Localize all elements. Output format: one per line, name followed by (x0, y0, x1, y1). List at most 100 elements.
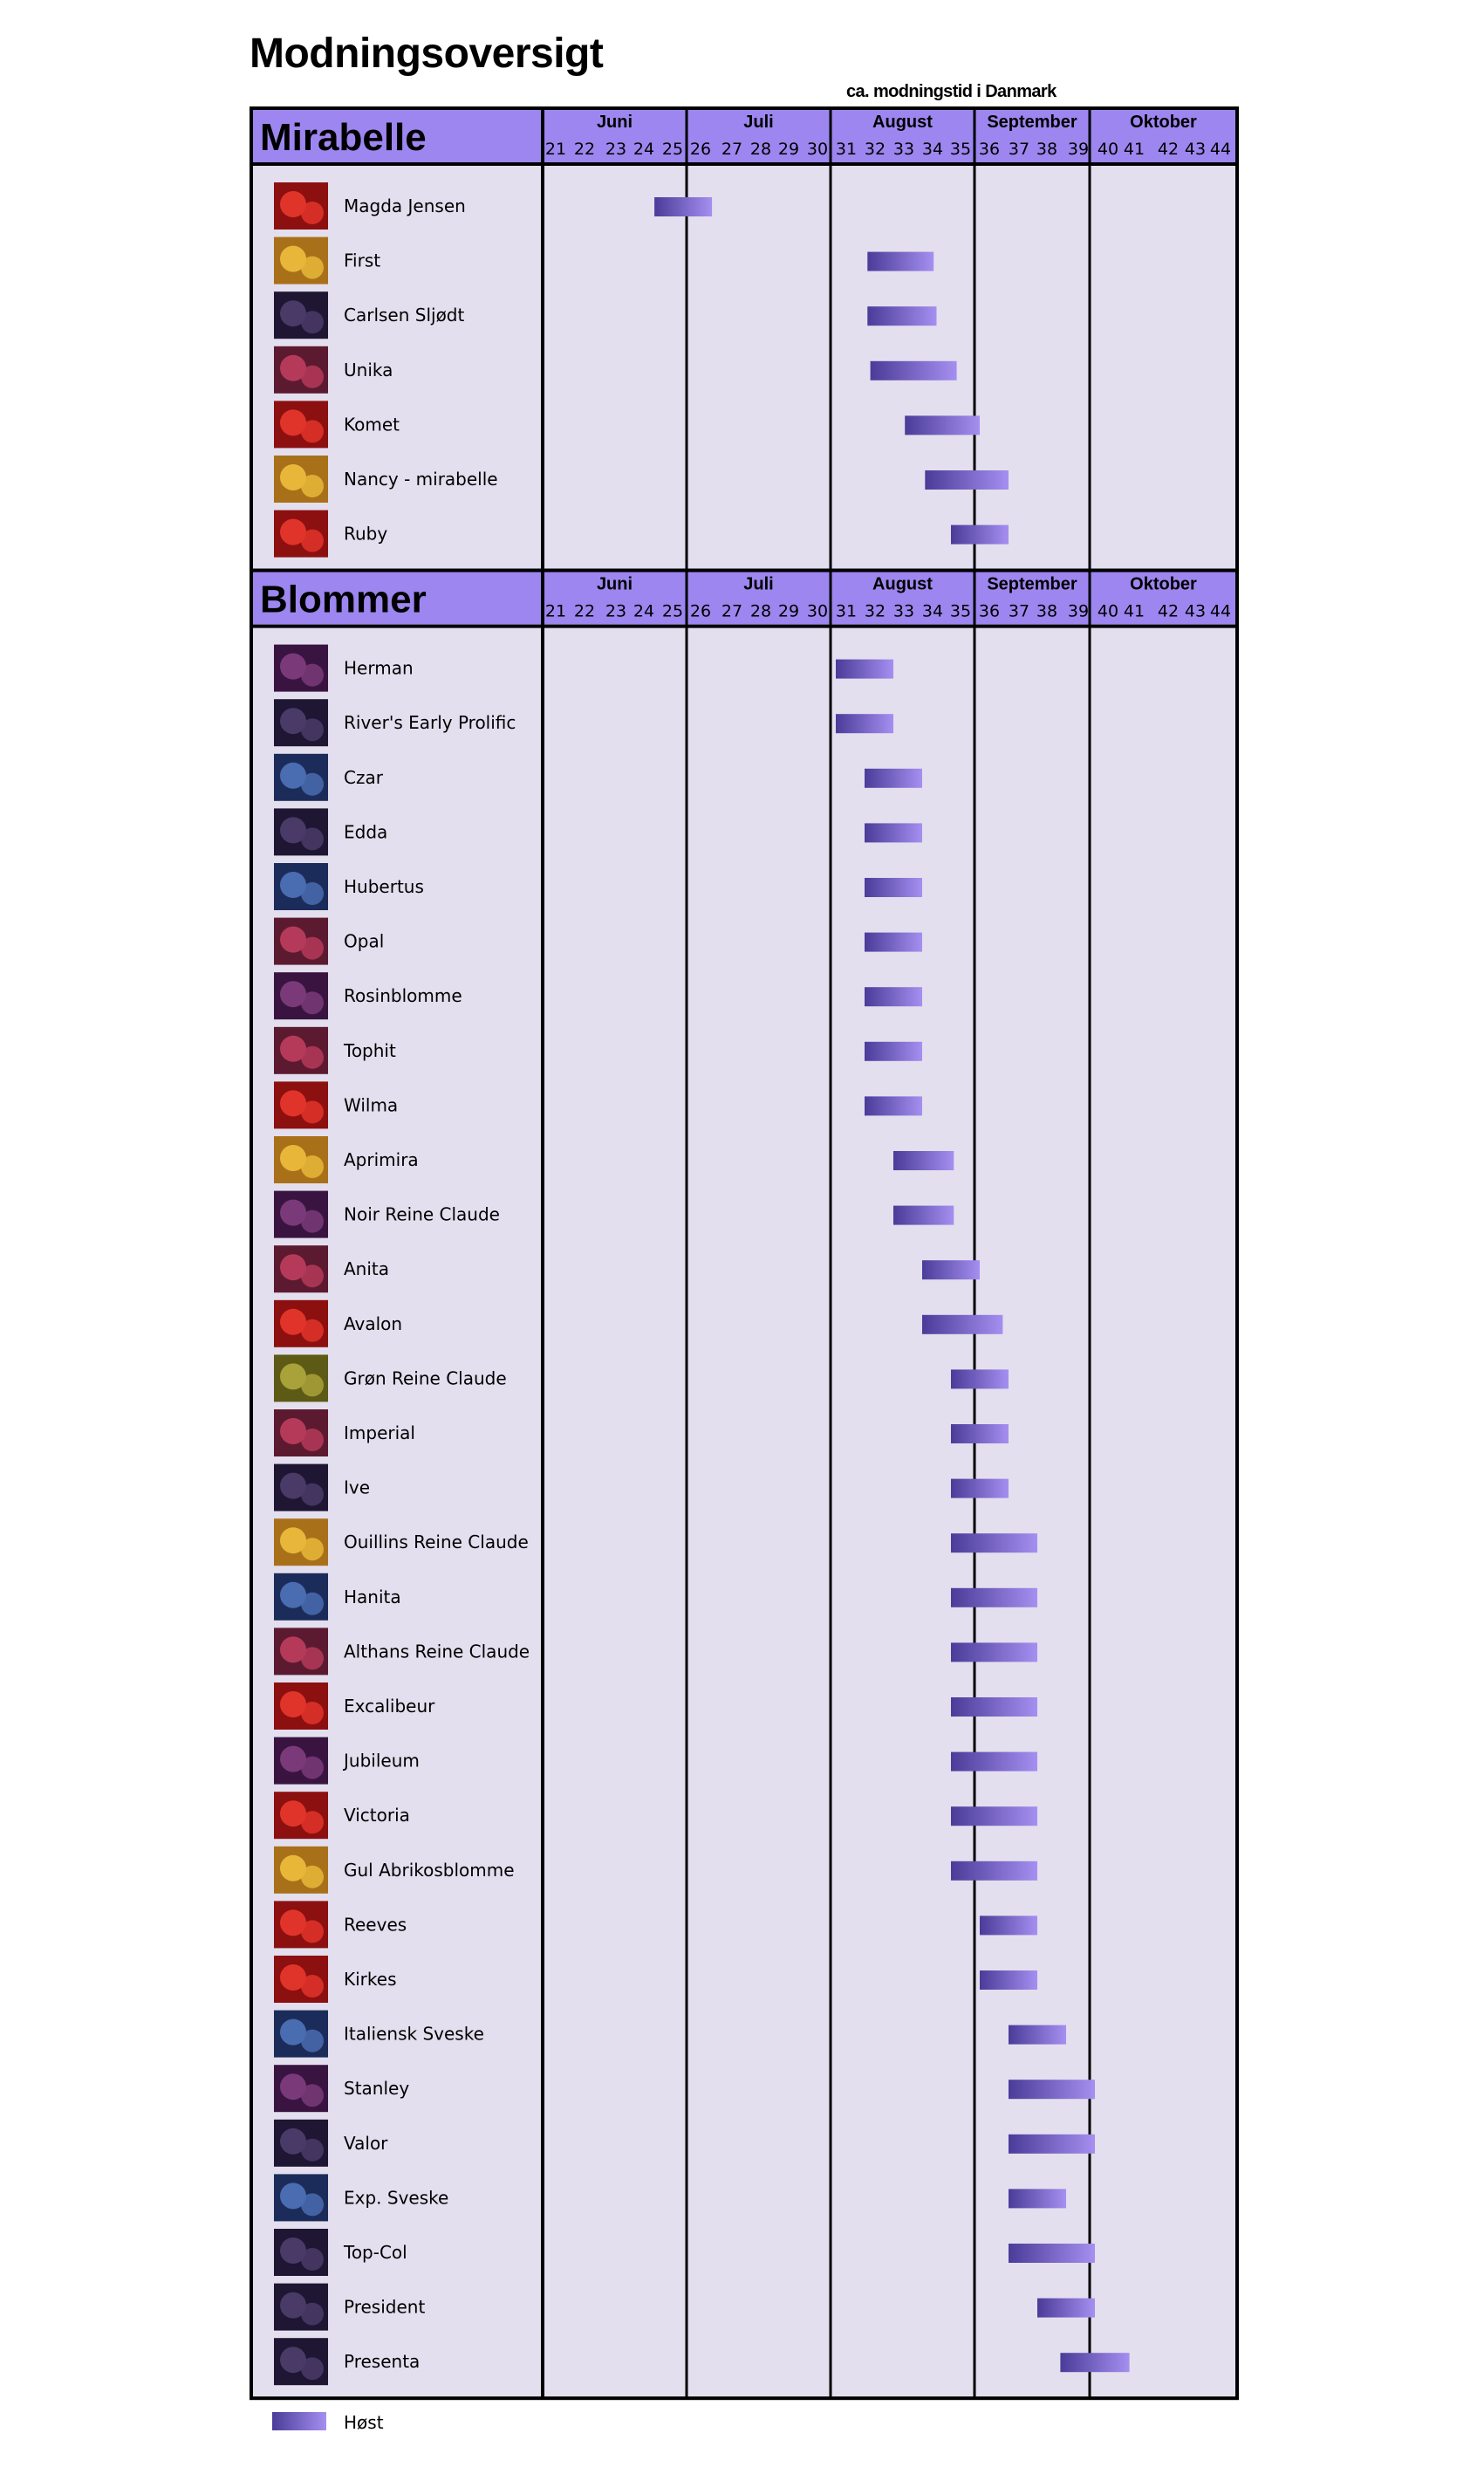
red-fruit-icon (280, 1909, 306, 1936)
red-fruit-icon (301, 1811, 324, 1834)
variety-label: Excalibeur (344, 1696, 435, 1717)
red-fruit-icon (280, 1800, 306, 1827)
harvest-bar (925, 470, 1009, 490)
week-tick-label: 40 (1098, 140, 1118, 159)
harvest-bar (867, 306, 937, 326)
variety-label: Aprimira (344, 1149, 419, 1170)
dark-plum-icon (280, 300, 306, 327)
purple-plum-icon (301, 1756, 324, 1779)
harvest-bar (951, 1424, 1009, 1443)
harvest-bar (951, 524, 1009, 545)
week-tick-label: 37 (1009, 140, 1029, 159)
month-label: Oktober (1130, 575, 1197, 594)
dark-plum-icon (280, 2292, 306, 2319)
purple-plum-icon (280, 1199, 306, 1226)
dark-plum-icon (280, 708, 306, 735)
section-title: Blommer (260, 579, 427, 621)
month-label: Juni (597, 575, 633, 594)
week-tick-label: 32 (865, 140, 886, 159)
dark-plum-icon (301, 2357, 324, 2381)
yellow-fruit-icon (301, 1538, 324, 1561)
variety-label: Noir Reine Claude (344, 1204, 500, 1225)
week-tick-label: 41 (1124, 140, 1145, 159)
month-label: August (872, 575, 933, 594)
week-tick-label: 28 (750, 140, 771, 159)
yellow-fruit-icon (301, 256, 324, 279)
red-fruit-icon (280, 409, 306, 436)
week-tick-label: 22 (574, 602, 595, 621)
red-fruit-icon (301, 202, 324, 224)
week-tick-label: 38 (1036, 602, 1057, 621)
harvest-bar (951, 1587, 1037, 1607)
variety-label: Magda Jensen (344, 195, 466, 216)
red-fruit-icon (301, 1702, 324, 1724)
variety-label: Reeves (344, 1914, 407, 1935)
month-label: September (987, 575, 1077, 594)
harvest-bar (1009, 2025, 1066, 2045)
red-fruit-icon (301, 529, 324, 552)
harvest-bar (922, 1260, 980, 1280)
red-fruit-icon (301, 1920, 324, 1943)
variety-label: Unika (344, 360, 393, 380)
green-fruit-icon (280, 1363, 306, 1390)
harvest-bar (951, 1751, 1037, 1772)
purple-plum-icon (301, 663, 324, 687)
month-label: Juni (597, 113, 633, 132)
harvest-bar (865, 823, 922, 843)
purple-plum-icon (280, 981, 306, 1008)
section-panel (251, 627, 1237, 2399)
variety-label: Wilma (344, 1094, 398, 1115)
variety-label: Anita (344, 1258, 389, 1279)
blue-plum-icon (301, 2029, 324, 2053)
dark-plum-icon (301, 718, 324, 742)
section-title: Mirabelle (260, 116, 427, 159)
variety-label: Tophit (343, 1040, 396, 1061)
purple-plum-icon (280, 1745, 306, 1772)
harvest-bar (951, 1533, 1037, 1553)
variety-label: Stanley (344, 2078, 409, 2099)
harvest-bar (870, 360, 957, 380)
harvest-bar (1009, 2080, 1095, 2100)
harvest-bar (893, 1205, 954, 1225)
week-tick-label: 31 (836, 140, 857, 159)
variety-label: Czar (344, 767, 384, 788)
harvest-bar (951, 1478, 1009, 1498)
harvest-bar (867, 251, 934, 271)
variety-label: Grøn Reine Claude (344, 1367, 507, 1388)
dark-plum-icon (301, 1483, 324, 1506)
red-fruit-icon (280, 191, 306, 217)
week-tick-label: 41 (1124, 602, 1145, 621)
dark-plum-icon (280, 2128, 306, 2155)
variety-label: Presenta (344, 2351, 420, 2372)
dark-plum-icon (301, 311, 324, 334)
variety-label: Carlsen Sljødt (344, 305, 464, 326)
week-tick-label: 31 (836, 602, 857, 621)
variety-label: Komet (344, 414, 400, 435)
week-tick-label: 36 (979, 140, 1000, 159)
red-plum-icon (301, 1647, 324, 1670)
week-tick-label: 28 (750, 602, 771, 621)
harvest-bar (865, 1041, 922, 1061)
variety-label: Ive (344, 1477, 370, 1498)
red-fruit-icon (280, 1308, 306, 1335)
section-border (250, 568, 1239, 2401)
harvest-bar (865, 878, 922, 897)
week-tick-label: 26 (690, 602, 711, 621)
harvest-bar (1009, 2244, 1095, 2263)
week-tick-label: 34 (922, 602, 943, 621)
week-tick-label: 25 (662, 602, 683, 621)
blue-plum-icon (280, 872, 306, 898)
harvest-bar (836, 714, 893, 734)
red-plum-icon (301, 936, 324, 960)
week-tick-label: 23 (605, 140, 626, 159)
variety-label: Exp. Sveske (344, 2187, 448, 2208)
week-tick-label: 24 (633, 140, 654, 159)
dark-plum-icon (301, 827, 324, 851)
week-tick-label: 40 (1098, 602, 1118, 621)
harvest-bar (951, 1642, 1037, 1662)
chart-title: Modningsoversigt (250, 31, 604, 77)
week-tick-label: 43 (1185, 602, 1206, 621)
variety-label: President (344, 2297, 425, 2318)
harvest-bar (1060, 2353, 1130, 2373)
dark-plum-icon (301, 2248, 324, 2271)
